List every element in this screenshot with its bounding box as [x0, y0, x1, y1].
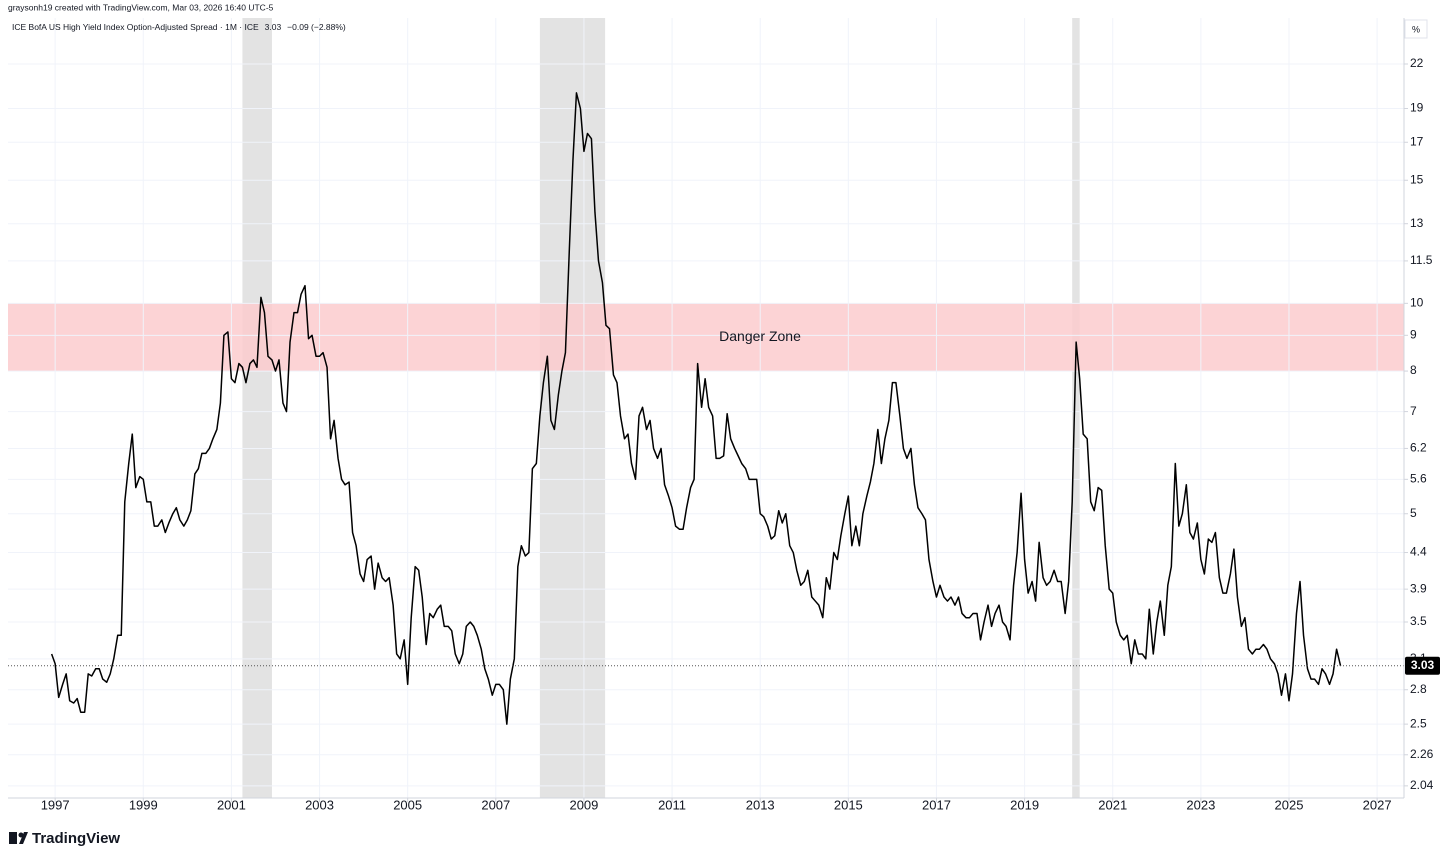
x-tick-label: 2013	[746, 797, 775, 812]
y-tick-label: 9	[1410, 327, 1417, 341]
x-tick-label: 2003	[305, 797, 334, 812]
y-tick-label: 19	[1410, 101, 1424, 115]
y-tick-label: 15	[1410, 172, 1424, 186]
axis-layer: % 2.042.262.52.83.13.53.94.455.66.278910…	[8, 18, 1440, 812]
y-tick-label: 3.5	[1410, 614, 1427, 628]
last-value-label: 3.03	[1411, 658, 1435, 672]
x-tick-label: 2001	[217, 797, 246, 812]
y-tick-label: 10	[1410, 296, 1424, 310]
x-tick-label: 2019	[1010, 797, 1039, 812]
legend-title: ICE BofA US High Yield Index Option-Adju…	[12, 22, 346, 32]
y-tick-label: 2.26	[1410, 747, 1434, 761]
band-label: Danger Zone	[719, 328, 801, 344]
x-tick-label: 2015	[834, 797, 863, 812]
y-tick-label: 2.04	[1410, 778, 1434, 792]
legend-series-name: ICE BofA US High Yield Index Option-Adju…	[12, 22, 259, 32]
x-tick-label: 1999	[129, 797, 158, 812]
shaded-range	[1072, 18, 1080, 798]
x-tick-label: 2011	[658, 797, 686, 812]
y-tick-label: 13	[1410, 216, 1424, 230]
logo-mark	[9, 832, 17, 844]
x-tick-label: 2017	[922, 797, 951, 812]
brand-name: TradingView	[32, 830, 120, 847]
y-tick-label: 2.5	[1410, 716, 1427, 730]
y-tick-label: 3.9	[1410, 581, 1427, 595]
legend-last-value: 3.03	[265, 22, 282, 32]
x-tick-label: 2005	[393, 797, 422, 812]
y-tick-label: 11.5	[1410, 253, 1433, 267]
brand-logo: TradingView	[9, 830, 120, 847]
y-tick-label: 2.8	[1410, 682, 1427, 696]
shaded-range	[242, 18, 272, 798]
logo-mark	[19, 832, 28, 844]
x-tick-label: 2027	[1363, 797, 1392, 812]
legend-change: −0.09 (−2.88%)	[287, 22, 346, 32]
y-tick-label: 4.4	[1410, 545, 1427, 559]
series-line	[50, 92, 1342, 725]
y-tick-label: 22	[1410, 56, 1424, 70]
x-tick-label: 1997	[41, 797, 70, 812]
y-tick-label: 7	[1410, 404, 1417, 418]
x-tick-label: 2025	[1275, 797, 1304, 812]
unit-label: %	[1412, 24, 1420, 34]
unit-box	[1404, 19, 1428, 39]
grid-layer	[8, 18, 1404, 798]
x-tick-label: 2023	[1186, 797, 1215, 812]
band	[8, 303, 1404, 372]
last-value-box	[1405, 656, 1440, 675]
y-tick-label: 5.6	[1410, 472, 1427, 486]
y-tick-label: 17	[1410, 134, 1424, 148]
y-tick-label: 6.2	[1410, 441, 1427, 455]
background-layer	[8, 18, 1404, 798]
y-tick-label: 8	[1410, 363, 1417, 377]
y-tick-label: 5	[1410, 506, 1417, 520]
x-tick-label: 2009	[569, 797, 598, 812]
x-tick-label: 2021	[1098, 797, 1127, 812]
x-tick-label: 2007	[481, 797, 510, 812]
line-layer: Danger Zone	[8, 92, 1404, 725]
watermark: graysonh19 created with TradingView.com,…	[8, 2, 274, 12]
